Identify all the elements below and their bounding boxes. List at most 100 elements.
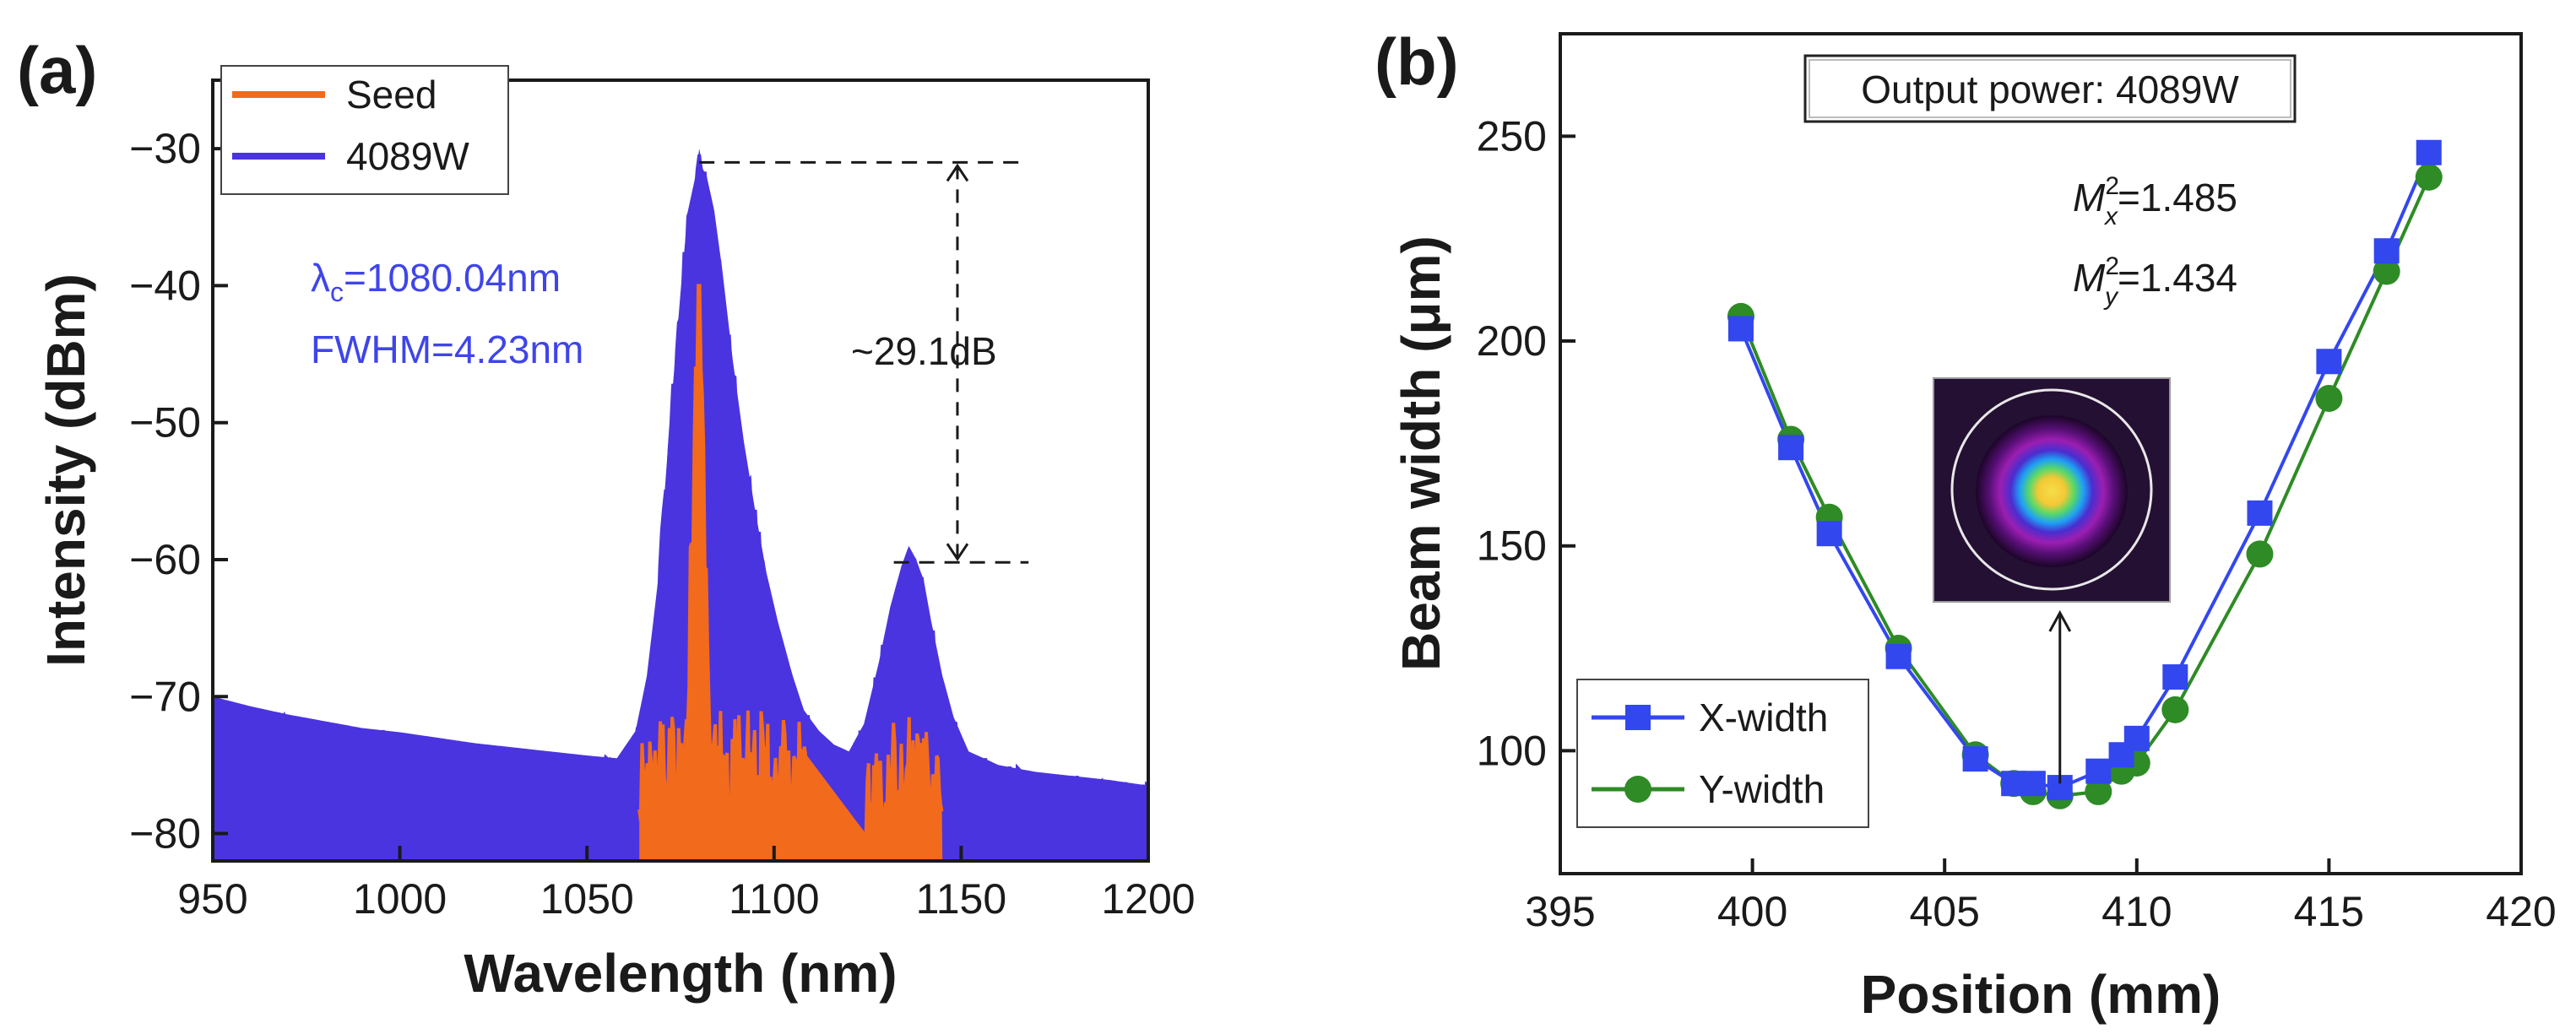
m2y-symbol: M bbox=[2073, 256, 2106, 300]
beam-y-ticks: 100 150 200 250 bbox=[1477, 112, 1575, 774]
y-width-point bbox=[2085, 777, 2112, 805]
x-tick-label: 415 bbox=[2294, 888, 2364, 935]
beam-width-panel: (b) 100 150 200 250 395 400 405 410 415 420 Outp… bbox=[1375, 24, 2557, 1025]
fwhm-annotation: FWHM=4.23nm bbox=[311, 328, 583, 371]
x-width-point bbox=[2162, 664, 2188, 690]
legend-y-width-circle-icon bbox=[1624, 776, 1651, 803]
output-power-inner-frame bbox=[1809, 59, 2291, 118]
x-tick-label: 395 bbox=[1525, 888, 1595, 935]
spectrum-panel: (a) −30 −40 −50 −60 −70 −80 950 1000 1050 1100 11… bbox=[17, 33, 1196, 1004]
spectrum-y-axis-title: Intensity (dBm) bbox=[35, 273, 96, 667]
m2x-symbol: M bbox=[2073, 176, 2106, 219]
x-width-point bbox=[2416, 139, 2442, 165]
beam-x-ticks: 395 400 405 410 415 420 bbox=[1525, 858, 2557, 935]
panel-a-label: (a) bbox=[17, 33, 97, 107]
output-power-label: Output power: 4089W bbox=[1861, 68, 2239, 111]
y-width-point bbox=[2415, 163, 2443, 191]
x-tick-label: 1200 bbox=[1101, 875, 1195, 923]
legend-4089w-label: 4089W bbox=[346, 134, 469, 178]
output-power-box: Output power: 4089W bbox=[1803, 54, 2297, 123]
y-width-point bbox=[2161, 696, 2189, 723]
output-power-frame bbox=[1803, 54, 2297, 123]
m2x-value: =1.485 bbox=[2118, 176, 2237, 219]
series-x-width-markers bbox=[1727, 139, 2442, 801]
series-y-width-line bbox=[1739, 176, 2431, 798]
m2x-annotation: M2 x=1.485 bbox=[2073, 172, 2237, 230]
y-tick-label: 100 bbox=[1477, 727, 1547, 774]
spectrum-x-axis-title: Wavelength (nm) bbox=[464, 943, 897, 1004]
beam-profile-icon bbox=[1976, 415, 2128, 567]
legend-x-width-label: X-width bbox=[1699, 696, 1828, 739]
series-4089w-area bbox=[213, 149, 1148, 861]
inset-arrow-head-icon bbox=[2048, 609, 2072, 632]
x-tick-label: 1150 bbox=[916, 875, 1007, 923]
spectrum-legend-box bbox=[220, 65, 509, 195]
series-x-width-line bbox=[1739, 152, 2431, 790]
x-tick-label: 410 bbox=[2101, 888, 2172, 935]
x-tick-label: 400 bbox=[1717, 888, 1787, 935]
lambda-value: =1080.04nm bbox=[344, 256, 561, 300]
arrow-down-icon bbox=[946, 543, 969, 561]
beam-series-group bbox=[1727, 139, 2443, 809]
x-width-point bbox=[2373, 238, 2400, 264]
x-width-point bbox=[2020, 771, 2046, 797]
beam-profile-frame bbox=[1933, 377, 2171, 603]
y-tick-label: −80 bbox=[129, 810, 201, 858]
lambda-annotation: λc=1080.04nm bbox=[311, 256, 561, 307]
legend-seed-label: Seed bbox=[346, 73, 437, 116]
lambda-subscript: c bbox=[330, 277, 344, 307]
m2x-sub: x bbox=[2103, 203, 2118, 230]
legend-x-width-square-icon bbox=[1625, 705, 1651, 730]
x-width-point bbox=[1727, 316, 1754, 342]
m2y-sub: y bbox=[2103, 283, 2119, 311]
spectrum-x-ticks: 950 1000 1050 1100 1150 1200 bbox=[177, 846, 1196, 923]
x-tick-label: 950 bbox=[177, 875, 247, 923]
m2y-annotation: M2 y=1.434 bbox=[2073, 252, 2237, 311]
x-width-point bbox=[1962, 746, 1988, 772]
m2y-sup: 2 bbox=[2105, 252, 2119, 280]
x-tick-label: 1100 bbox=[729, 875, 820, 923]
y-tick-label: −50 bbox=[129, 399, 201, 447]
y-tick-label: −30 bbox=[129, 125, 201, 172]
beam-profile-aperture-circle bbox=[1950, 388, 2153, 591]
spectrum-legend: Seed 4089W bbox=[220, 65, 509, 195]
x-width-point bbox=[2247, 500, 2273, 526]
y-width-point bbox=[2246, 540, 2274, 568]
spectrum-plot-frame bbox=[211, 78, 1150, 863]
spectrum-y-ticks: −30 −40 −50 −60 −70 −80 bbox=[129, 125, 228, 858]
y-tick-label: 250 bbox=[1477, 112, 1547, 160]
y-tick-label: 200 bbox=[1477, 317, 1547, 365]
x-width-point bbox=[2085, 758, 2112, 784]
y-tick-label: −70 bbox=[129, 673, 201, 720]
x-width-point bbox=[1885, 643, 1912, 669]
beam-legend-box bbox=[1576, 679, 1869, 828]
series-seed-line bbox=[637, 284, 944, 842]
legend-y-width-label: Y-width bbox=[1699, 767, 1825, 811]
y-tick-label: −40 bbox=[129, 262, 201, 309]
series-4089w-line bbox=[213, 154, 1148, 825]
beam-y-axis-title: Beam width (μm) bbox=[1391, 235, 1451, 671]
x-width-point bbox=[2316, 349, 2342, 375]
y-width-point bbox=[2373, 257, 2400, 285]
panel-b-label: (b) bbox=[1375, 24, 1459, 99]
x-tick-label: 1050 bbox=[540, 875, 634, 923]
spectrum-noise-band bbox=[213, 149, 1148, 861]
difference-annotation: ~29.1dB bbox=[851, 329, 997, 373]
beam-profile-inset bbox=[1933, 377, 2171, 603]
spectrum-series-group bbox=[213, 149, 1148, 861]
x-width-point bbox=[2123, 725, 2150, 751]
y-tick-label: 150 bbox=[1477, 522, 1547, 570]
arrow-up-icon bbox=[946, 163, 969, 182]
beam-legend: X-width Y-width bbox=[1576, 679, 1869, 828]
m2x-sup: 2 bbox=[2105, 172, 2119, 200]
x-tick-label: 405 bbox=[1909, 888, 1979, 935]
beam-plot-frame bbox=[1559, 32, 2523, 875]
x-tick-label: 1000 bbox=[353, 875, 447, 923]
x-tick-label: 420 bbox=[2486, 888, 2556, 935]
y-tick-label: −60 bbox=[129, 536, 201, 583]
x-width-point bbox=[1816, 521, 1842, 547]
lambda-symbol: λ bbox=[311, 256, 330, 300]
x-width-point bbox=[1778, 435, 1804, 461]
m2y-value: =1.434 bbox=[2118, 256, 2237, 300]
